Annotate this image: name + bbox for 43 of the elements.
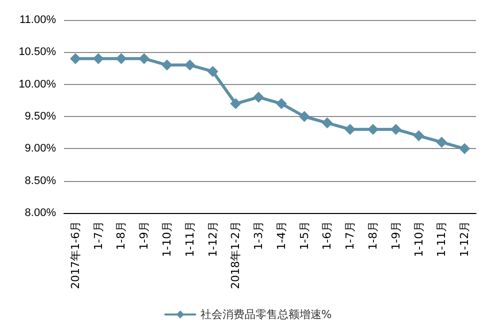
- point: [70, 53, 81, 64]
- point: [116, 53, 127, 64]
- x-tick-label: 1-12月: [206, 221, 220, 257]
- x-tick-label: 1-4月: [274, 221, 288, 250]
- legend-label: 社会消费品零售总额增速%: [200, 308, 332, 321]
- point: [459, 143, 470, 154]
- x-tick-label: 1-10月: [160, 221, 174, 257]
- point: [207, 66, 218, 77]
- x-tick-label: 1-12月: [458, 221, 472, 257]
- x-tick-label: 1-7月: [92, 221, 105, 250]
- y-tick-label: 8.50%: [24, 174, 56, 187]
- point: [92, 53, 104, 64]
- point: [138, 53, 150, 64]
- point: [322, 117, 333, 128]
- x-tick-label: 1-6月: [320, 221, 334, 250]
- point: [298, 111, 310, 122]
- x-tick-label: 1-9月: [389, 221, 402, 250]
- x-tick-label: 1-3月: [252, 221, 266, 250]
- point: [230, 98, 242, 110]
- y-tick-label: 8.00%: [24, 207, 56, 219]
- y-tick-label: 9.00%: [24, 142, 56, 155]
- x-tick-label: 1-9月: [138, 221, 151, 250]
- point: [344, 124, 356, 135]
- x-tick-label: 1-8月: [114, 221, 128, 250]
- point: [390, 124, 402, 135]
- x-tick-label: 2017年1-6月: [68, 221, 82, 289]
- x-tick-label: 1-11月: [435, 221, 448, 257]
- point: [162, 60, 172, 71]
- x-tick-label: 2018年1-2月: [229, 221, 242, 289]
- y-tick-label: 10.00%: [18, 78, 56, 90]
- point: [413, 130, 424, 142]
- y-tick-label: 10.50%: [18, 46, 56, 58]
- y-tick-label: 9.50%: [24, 110, 56, 122]
- x-tick-label: 1-11月: [183, 221, 196, 257]
- x-tick-label: 1-8月: [366, 221, 380, 250]
- x-tick-label: 1-7月: [344, 221, 357, 250]
- point: [253, 92, 264, 103]
- point: [276, 98, 287, 110]
- x-tick-label: 1-10月: [412, 221, 426, 257]
- point: [436, 136, 448, 148]
- point: [368, 124, 378, 135]
- y-tick-label: 11.00%: [20, 14, 56, 26]
- x-tick-label: 1-5月: [298, 221, 311, 250]
